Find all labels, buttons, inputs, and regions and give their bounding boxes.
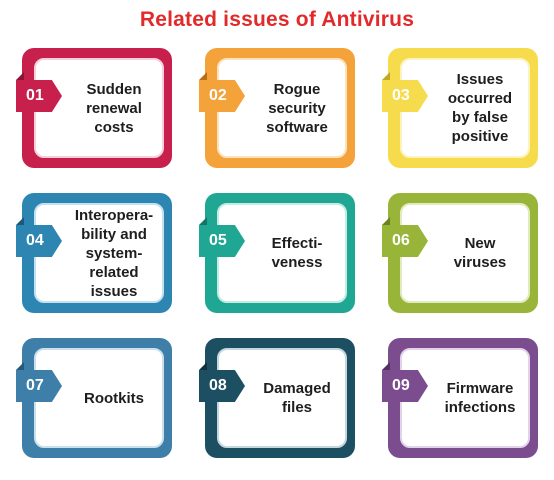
diagram-title: Related issues of Antivirus [139, 8, 415, 31]
issue-card-09: 09 Firmware infections [382, 338, 538, 458]
card-inner-panel [34, 348, 164, 448]
card-inner-panel [217, 203, 347, 303]
issue-card-03: 03 Issues occurred by false positive [382, 48, 538, 168]
issue-card-01: 01 Sudden renewal costs [16, 48, 172, 168]
tag-fold-shadow [199, 217, 207, 225]
number-tag: 02 [199, 80, 245, 112]
issue-label: Rogue security software [266, 80, 328, 136]
tag-fold-shadow [382, 362, 390, 370]
issue-label: Rootkits [84, 389, 144, 407]
tag-fold-shadow [199, 72, 207, 80]
issue-label: Sudden renewal costs [86, 80, 142, 136]
number-tag: 07 [16, 370, 62, 402]
number-tag: 03 [382, 80, 428, 112]
number-tag: 06 [382, 225, 428, 257]
issue-label: New viruses [453, 235, 507, 271]
issue-label: Issues occurred by false positive [447, 71, 513, 145]
issue-card-07: 07 Rootkits [16, 338, 172, 458]
tag-fold-shadow [382, 217, 390, 225]
tag-fold-shadow [199, 362, 207, 370]
tag-fold-shadow [16, 362, 24, 370]
tag-fold-shadow [16, 72, 24, 80]
issue-card-06: 06 New viruses [382, 193, 538, 313]
card-inner-panel [34, 203, 164, 303]
card-inner-panel [400, 58, 530, 158]
issue-card-02: 02 Rogue security software [199, 48, 355, 168]
number-tag: 09 [382, 370, 428, 402]
card-inner-panel [217, 348, 347, 448]
number-tag: 04 [16, 225, 62, 257]
card-inner-panel [34, 58, 164, 158]
issue-card-08: 08 Damaged files [199, 338, 355, 458]
issue-card-04: 04 Interopera- bility and system- related… [16, 193, 172, 313]
issue-label: Firmware infections [444, 380, 516, 416]
issue-label: Effecti- veness [271, 235, 323, 271]
tag-fold-shadow [16, 217, 24, 225]
tag-fold-shadow [382, 72, 390, 80]
issue-label: Interopera- bility and system- related i… [74, 206, 154, 300]
number-tag: 01 [16, 80, 62, 112]
number-tag: 08 [199, 370, 245, 402]
issue-label: Damaged files [263, 380, 331, 416]
number-tag: 05 [199, 225, 245, 257]
issue-card-05: 05 Effecti- veness [199, 193, 355, 313]
